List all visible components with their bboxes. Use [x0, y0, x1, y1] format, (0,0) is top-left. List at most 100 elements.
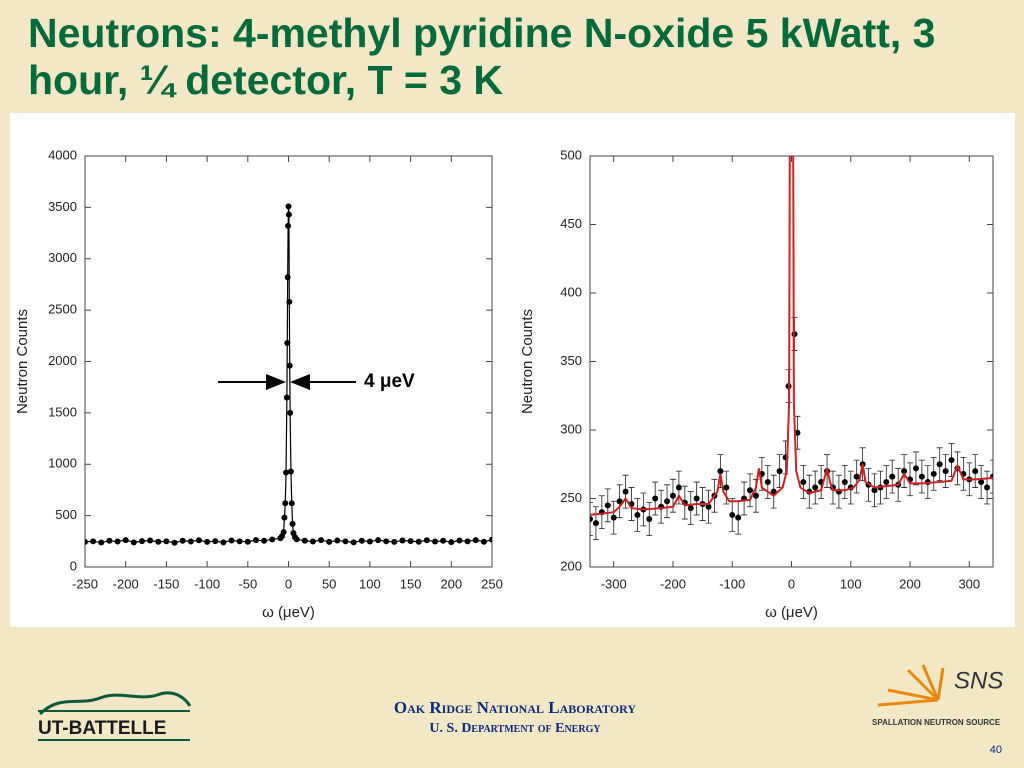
data-point: [729, 511, 736, 518]
data-point: [252, 537, 259, 544]
data-point: [622, 488, 629, 495]
series-line: [85, 206, 492, 544]
data-point: [220, 539, 227, 546]
y-tick-label: 200: [560, 558, 582, 573]
data-point: [284, 340, 291, 347]
data-point: [942, 468, 949, 475]
data-point: [723, 484, 730, 491]
data-point: [98, 539, 105, 546]
data-point: [163, 538, 170, 545]
plot-frame: [589, 155, 994, 568]
x-tick-label: -150: [153, 576, 179, 591]
data-point: [358, 537, 365, 544]
data-point: [883, 479, 890, 486]
data-point: [309, 538, 316, 545]
x-axis-label: ω (μeV): [765, 604, 818, 621]
data-point: [326, 538, 333, 545]
series-line: [590, 156, 993, 516]
error-bar: [590, 502, 593, 536]
x-tick-label: 150: [400, 576, 422, 591]
y-tick-label: 4000: [48, 147, 77, 162]
data-point: [281, 514, 288, 521]
data-point: [114, 538, 121, 545]
data-point: [776, 468, 783, 475]
department: U. S. Department of Energy: [429, 721, 601, 736]
data-point: [693, 495, 700, 502]
y-axis-label: Neutron Counts: [519, 309, 536, 414]
data-point: [287, 468, 294, 475]
data-point: [228, 537, 235, 544]
data-point: [285, 203, 292, 210]
data-point: [918, 473, 925, 480]
data-point: [293, 536, 300, 543]
data-point: [472, 537, 479, 544]
data-point: [122, 537, 129, 544]
x-tick-label: 0: [285, 576, 292, 591]
data-point: [187, 538, 194, 545]
chart-panel: [10, 113, 1015, 627]
data-point: [853, 473, 860, 480]
data-point: [138, 538, 145, 545]
y-tick-label: 400: [560, 284, 582, 299]
data-point: [752, 492, 759, 499]
x-tick-label: -100: [719, 576, 745, 591]
error-bar: [990, 459, 993, 494]
data-point: [901, 468, 908, 475]
data-point: [800, 479, 807, 486]
x-tick-label: -50: [238, 576, 257, 591]
data-point: [675, 484, 682, 491]
y-tick-label: 3500: [48, 199, 77, 214]
x-tick-label: 200: [440, 576, 462, 591]
data-point: [85, 538, 88, 545]
y-tick-label: 500: [55, 507, 77, 522]
data-point: [301, 537, 308, 544]
y-tick-label: 2000: [48, 353, 77, 368]
data-point: [936, 461, 943, 468]
logo-burst: [877, 664, 945, 707]
data-point: [616, 498, 623, 505]
data-point: [480, 538, 487, 545]
data-point: [423, 537, 430, 544]
data-point: [289, 520, 296, 527]
x-tick-label: 0: [788, 576, 795, 591]
data-point: [318, 537, 325, 544]
data-point: [456, 537, 463, 544]
data-point: [90, 538, 97, 545]
data-point: [717, 468, 724, 475]
data-point: [106, 537, 113, 544]
x-tick-label: -250: [72, 576, 98, 591]
data-point: [871, 487, 878, 494]
data-point: [978, 479, 985, 486]
logo-mountain: [38, 691, 192, 716]
data-point: [282, 500, 289, 507]
data-point: [399, 537, 406, 544]
y-tick-label: 3000: [48, 250, 77, 265]
data-point: [342, 538, 349, 545]
x-tick-label: 100: [359, 576, 381, 591]
plot-area: [85, 203, 492, 546]
data-point: [171, 539, 178, 546]
data-point: [195, 537, 202, 544]
x-tick-label: -300: [601, 576, 627, 591]
data-point: [283, 469, 290, 476]
y-axis-label: Neutron Counts: [14, 309, 31, 414]
data-point: [841, 479, 848, 486]
data-point: [280, 529, 287, 536]
logo-text: UT-BATTELLE: [38, 718, 166, 739]
slide-title: Neutrons: 4-methyl pyridine N-oxide 5 kW…: [28, 10, 936, 103]
data-point: [912, 465, 919, 472]
data-point: [604, 502, 611, 509]
logo-caption: SPALLATION NEUTRON SOURCE: [872, 718, 1001, 727]
data-point: [286, 298, 293, 305]
x-tick-label: 50: [322, 576, 336, 591]
data-point: [984, 484, 991, 491]
data-point: [764, 479, 771, 486]
data-point: [179, 537, 186, 544]
data-point: [204, 538, 211, 545]
data-point: [407, 538, 414, 545]
x-tick-label: 100: [840, 576, 862, 591]
data-point: [391, 538, 398, 545]
data-point: [286, 362, 293, 369]
data-point: [284, 274, 291, 281]
data-point: [155, 538, 162, 545]
